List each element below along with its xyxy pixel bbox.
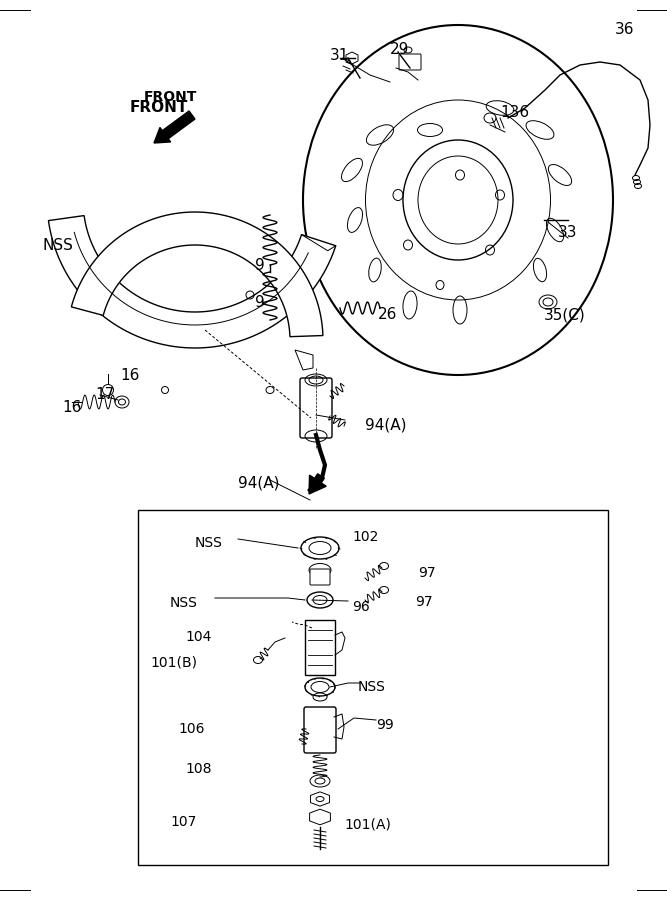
Text: FRONT: FRONT <box>143 90 197 104</box>
Ellipse shape <box>315 778 325 784</box>
Polygon shape <box>310 792 329 806</box>
Text: 106: 106 <box>178 722 205 736</box>
Text: 96: 96 <box>352 600 370 614</box>
Text: 16: 16 <box>120 368 139 383</box>
Text: 94(A): 94(A) <box>365 418 406 433</box>
Text: NSS: NSS <box>170 596 198 610</box>
Text: 29: 29 <box>390 42 410 57</box>
Ellipse shape <box>307 592 333 608</box>
Polygon shape <box>49 216 336 348</box>
Text: FRONT: FRONT <box>130 100 188 115</box>
Ellipse shape <box>313 596 327 605</box>
Text: 33: 33 <box>558 225 578 240</box>
Bar <box>305 620 335 675</box>
Ellipse shape <box>311 681 329 692</box>
FancyBboxPatch shape <box>300 378 332 438</box>
Text: 97: 97 <box>415 595 433 609</box>
Text: 107: 107 <box>170 815 196 829</box>
Text: 16: 16 <box>62 400 81 415</box>
Text: 17: 17 <box>95 387 114 402</box>
Ellipse shape <box>301 537 339 559</box>
Text: NSS: NSS <box>358 680 386 694</box>
FancyBboxPatch shape <box>310 569 330 585</box>
Text: 136: 136 <box>500 105 529 120</box>
Text: 97: 97 <box>418 566 436 580</box>
Text: 26: 26 <box>378 307 398 322</box>
Text: 35(C): 35(C) <box>544 307 586 322</box>
Bar <box>138 510 608 865</box>
FancyArrow shape <box>154 111 195 143</box>
Ellipse shape <box>310 775 330 787</box>
Text: 101(A): 101(A) <box>344 818 391 832</box>
Text: 36: 36 <box>615 22 634 37</box>
Text: 94(A): 94(A) <box>238 475 279 490</box>
Text: NSS: NSS <box>42 238 73 253</box>
Polygon shape <box>295 350 313 370</box>
Polygon shape <box>71 212 323 337</box>
Ellipse shape <box>403 140 513 260</box>
Text: 101(B): 101(B) <box>150 655 197 669</box>
Text: NSS: NSS <box>195 536 223 550</box>
Text: 9: 9 <box>255 295 265 310</box>
Polygon shape <box>309 809 330 824</box>
Text: 102: 102 <box>352 530 378 544</box>
Text: 9: 9 <box>255 258 265 273</box>
Text: 108: 108 <box>185 762 211 776</box>
FancyBboxPatch shape <box>304 707 336 753</box>
Ellipse shape <box>305 678 335 696</box>
Ellipse shape <box>309 542 331 554</box>
FancyArrow shape <box>309 473 326 494</box>
Text: 104: 104 <box>185 630 211 644</box>
Text: 31: 31 <box>330 48 350 63</box>
Text: 99: 99 <box>376 718 394 732</box>
